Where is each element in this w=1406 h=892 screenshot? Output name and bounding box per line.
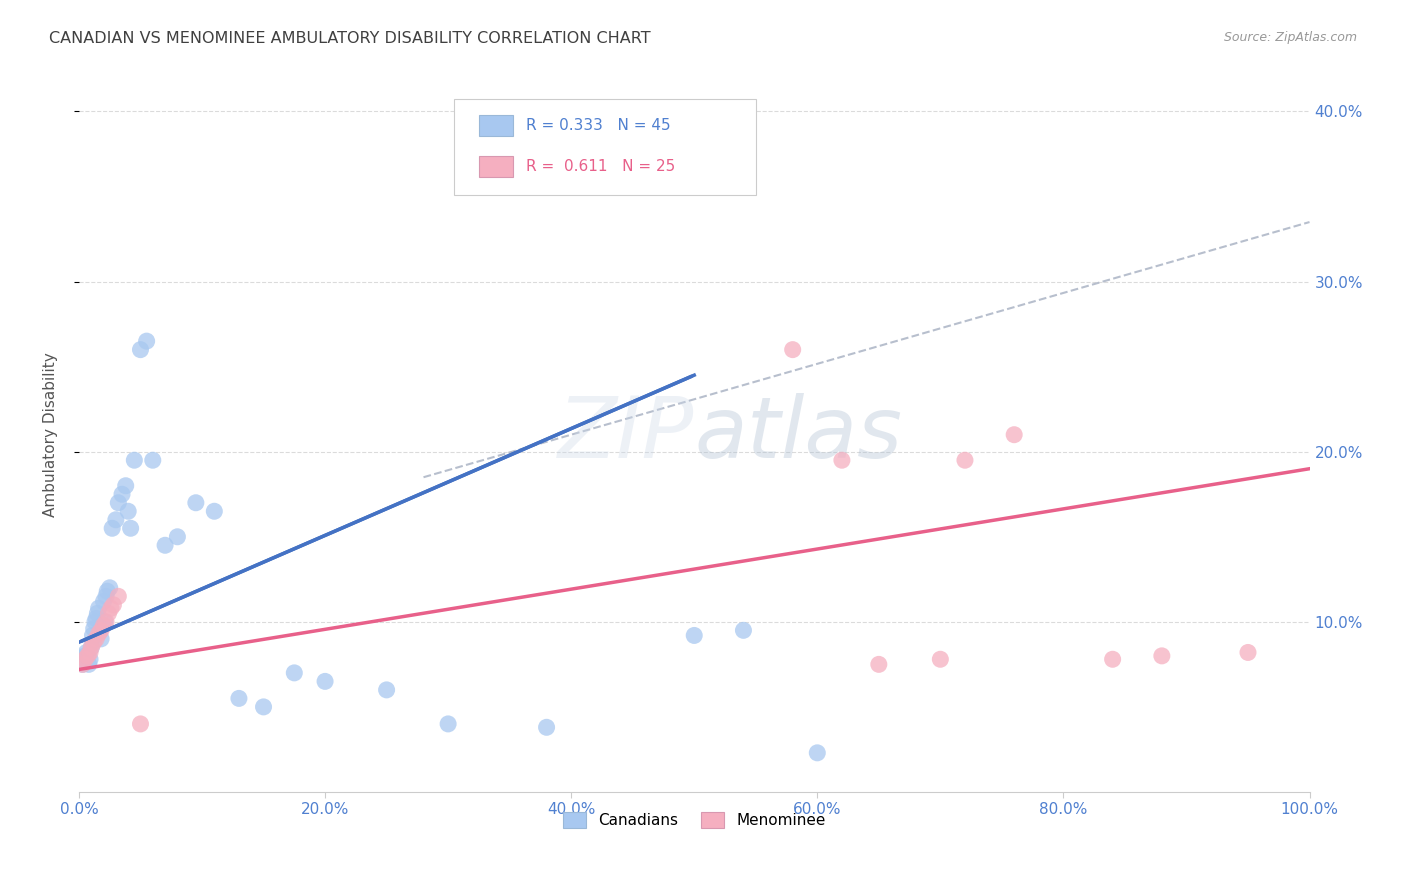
- Text: R =  0.611   N = 25: R = 0.611 N = 25: [526, 160, 675, 175]
- Point: [120, 521, 142, 535]
- Point: [96, 584, 118, 599]
- Point: [83, 635, 105, 649]
- Point: [1101, 652, 1123, 666]
- Legend: Canadians, Menominee: Canadians, Menominee: [557, 806, 831, 834]
- Point: [98, 581, 121, 595]
- Point: [252, 699, 274, 714]
- FancyBboxPatch shape: [479, 156, 513, 178]
- Point: [1002, 427, 1025, 442]
- Point: [733, 624, 755, 638]
- Point: [184, 496, 207, 510]
- Point: [79, 645, 101, 659]
- Point: [90, 624, 112, 638]
- Point: [84, 615, 107, 629]
- Point: [107, 590, 129, 604]
- Point: [683, 628, 706, 642]
- Point: [929, 652, 952, 666]
- Point: [135, 334, 157, 348]
- Point: [76, 648, 98, 663]
- Point: [75, 645, 97, 659]
- Point: [437, 717, 460, 731]
- Point: [80, 640, 103, 655]
- Point: [1150, 648, 1173, 663]
- Point: [94, 590, 117, 604]
- Point: [1237, 645, 1260, 659]
- Y-axis label: Ambulatory Disability: Ambulatory Disability: [44, 352, 58, 517]
- Point: [166, 530, 188, 544]
- Text: Source: ZipAtlas.com: Source: ZipAtlas.com: [1223, 31, 1357, 45]
- Point: [107, 496, 129, 510]
- Point: [97, 607, 120, 621]
- Point: [93, 618, 115, 632]
- Point: [806, 746, 828, 760]
- Text: R = 0.333   N = 45: R = 0.333 N = 45: [526, 119, 671, 133]
- Point: [868, 657, 890, 672]
- Point: [72, 657, 94, 672]
- Point: [101, 521, 124, 535]
- Point: [129, 343, 152, 357]
- Text: ZIP: ZIP: [558, 393, 695, 476]
- Point: [114, 479, 136, 493]
- Point: [75, 652, 97, 666]
- Point: [953, 453, 976, 467]
- FancyBboxPatch shape: [479, 115, 513, 136]
- Point: [129, 717, 152, 731]
- Point: [782, 343, 804, 357]
- Point: [142, 453, 165, 467]
- Point: [831, 453, 853, 467]
- Point: [375, 682, 398, 697]
- Point: [84, 632, 107, 646]
- Point: [153, 538, 176, 552]
- Point: [91, 618, 114, 632]
- Point: [202, 504, 225, 518]
- Point: [283, 665, 305, 680]
- Point: [100, 601, 122, 615]
- Point: [314, 674, 336, 689]
- Point: [124, 453, 146, 467]
- Point: [86, 607, 108, 621]
- Point: [93, 594, 115, 608]
- Point: [103, 598, 125, 612]
- Point: [117, 504, 139, 518]
- Point: [82, 628, 104, 642]
- Point: [80, 640, 103, 655]
- Point: [104, 513, 127, 527]
- Point: [94, 615, 117, 629]
- Point: [75, 648, 97, 663]
- FancyBboxPatch shape: [454, 99, 756, 195]
- Text: CANADIAN VS MENOMINEE AMBULATORY DISABILITY CORRELATION CHART: CANADIAN VS MENOMINEE AMBULATORY DISABIL…: [49, 31, 651, 46]
- Point: [79, 652, 101, 666]
- Point: [77, 657, 100, 672]
- Point: [84, 611, 107, 625]
- Point: [111, 487, 134, 501]
- Point: [87, 626, 110, 640]
- Point: [94, 615, 117, 629]
- Point: [72, 657, 94, 672]
- Point: [87, 601, 110, 615]
- Point: [90, 632, 112, 646]
- Point: [83, 622, 105, 636]
- Point: [536, 720, 558, 734]
- Point: [228, 691, 250, 706]
- Text: atlas: atlas: [695, 393, 903, 476]
- Point: [89, 624, 111, 638]
